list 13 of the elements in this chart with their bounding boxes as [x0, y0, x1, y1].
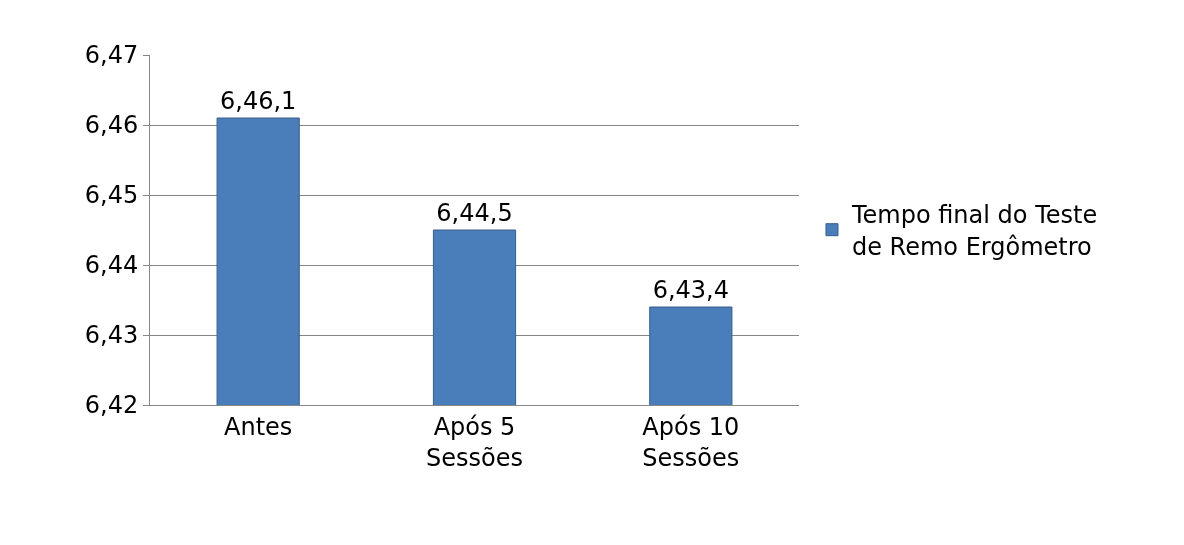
x-tick-label: Após 10 Sessões — [642, 412, 740, 472]
data-label: 6,46,1 — [219, 87, 297, 115]
data-label: 6,43,4 — [652, 276, 730, 304]
y-tick-label: 6,42 — [84, 391, 139, 420]
y-tick-label: 6,43 — [84, 321, 139, 350]
y-tick-label: 6,47 — [84, 41, 139, 70]
y-tick-label: 6,46 — [84, 111, 139, 140]
x-tick-label: Após 5 Sessões — [426, 412, 523, 472]
legend-label: Tempo final do Teste de Remo Ergômetro — [850, 201, 1098, 261]
data-label: 6,44,5 — [436, 199, 513, 227]
y-tick-label: 6,44 — [84, 251, 139, 280]
y-tick-label: 6,45 — [84, 181, 139, 210]
x-tick-label: Antes — [224, 412, 293, 441]
